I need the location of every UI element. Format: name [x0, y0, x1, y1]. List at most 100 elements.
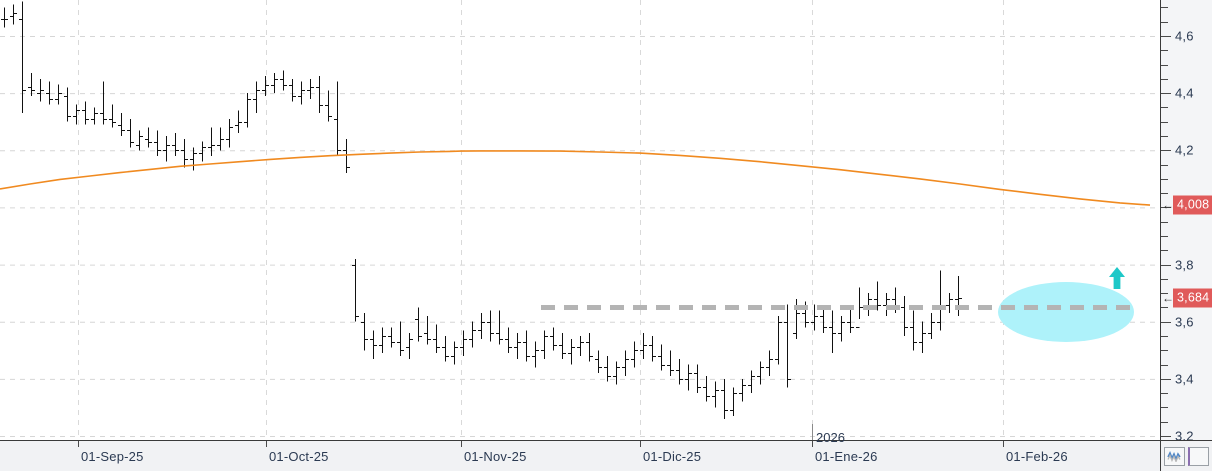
ohlc-bar [207, 127, 216, 156]
ohlc-bar [72, 104, 81, 125]
ohlc-bar [108, 104, 117, 128]
price-tick-label: 3,2 [1175, 428, 1194, 444]
price-tick-minor [1161, 307, 1168, 308]
date-tick-label: 01-Ene-26 [815, 449, 878, 464]
price-tick-label: 3,8 [1175, 257, 1194, 273]
bullish-up-arrow[interactable] [1109, 267, 1125, 289]
ohlc-bar [936, 270, 945, 331]
date-tick [78, 441, 79, 447]
ohlc-bar [612, 361, 621, 385]
price-tick-major [1161, 436, 1171, 437]
last-price-badge[interactable]: 3,684 [1173, 288, 1212, 308]
price-tick-label: 4,6 [1175, 28, 1194, 44]
ohlc-bar [306, 78, 315, 99]
ohlc-bar [873, 281, 882, 311]
price-marker-pointer-icon: ← [1162, 198, 1174, 213]
ohlc-bar [549, 327, 558, 351]
price-tick-minor [1161, 250, 1168, 251]
ohlc-bar [351, 258, 360, 322]
ohlc-bar [9, 4, 18, 25]
ohlc-bar [774, 315, 783, 365]
price-tick-minor [1161, 179, 1168, 180]
chart-canvas [0, 0, 1160, 440]
chart-toolbar[interactable] [1160, 440, 1212, 471]
ohlc-bar [225, 118, 234, 148]
moving-average-line [0, 150, 1151, 206]
date-tick-label: 01-Sep-25 [81, 449, 144, 464]
ohlc-bar [27, 73, 36, 96]
ohlc-bar [909, 310, 918, 351]
ohlc-bar [297, 81, 306, 105]
ohlc-bar [189, 147, 198, 171]
price-axis[interactable]: 4,6 4,4 4,2 3,8 3,6 3,4 3,2 ← 4,008 ← 3,684 [1160, 0, 1212, 444]
price-tick-label: 3,6 [1175, 314, 1194, 330]
ohlc-bar [693, 364, 702, 394]
price-tick-minor [1161, 165, 1168, 166]
ohlc-bar [45, 81, 54, 105]
price-tick-minor [1161, 222, 1168, 223]
ohlc-bar [603, 355, 612, 382]
ohlc-bar [342, 138, 351, 174]
ohlc-bar [522, 330, 531, 362]
ohlc-bar [495, 310, 504, 345]
ohlc-bar [414, 307, 423, 342]
ohlc-bar [99, 81, 108, 125]
date-tick-label: 01-Oct-25 [269, 449, 329, 464]
ohlc-bar [558, 333, 567, 359]
price-tick-major [1161, 207, 1171, 208]
secondary-toolbar-button[interactable] [1188, 446, 1209, 466]
ohlc-bar [459, 330, 468, 356]
price-tick-major [1161, 265, 1171, 266]
ohlc-bar [720, 378, 729, 419]
moving-average-value-badge[interactable]: 4,008 [1173, 195, 1212, 215]
ohlc-bar [81, 101, 90, 125]
ohlc-bar [828, 310, 837, 354]
ohlc-bar [369, 330, 378, 359]
ohlc-bar [333, 81, 342, 156]
ohlc-bar [819, 307, 828, 334]
price-tick-minor [1161, 279, 1168, 280]
ohlc-bar [513, 333, 522, 359]
ohlc-bar [540, 330, 549, 359]
ohlc-bar [324, 90, 333, 122]
ohlc-bar [900, 295, 909, 336]
ohlc-bar [450, 341, 459, 365]
price-tick-major [1161, 150, 1171, 151]
date-tick [812, 441, 813, 447]
date-tick-label: 01-Feb-26 [1006, 449, 1068, 464]
price-tick-minor [1161, 107, 1168, 108]
price-tick-minor [1161, 50, 1168, 51]
ohlc-bar [846, 307, 855, 334]
price-tick-major [1161, 93, 1171, 94]
ohlc-bar [261, 75, 270, 96]
ohlc-bar [171, 133, 180, 156]
price-tick-minor [1161, 136, 1168, 137]
ohlc-bar [396, 321, 405, 356]
ohlc-bar [864, 293, 873, 316]
date-tick [461, 441, 462, 447]
ohlc-bar [144, 127, 153, 148]
highlight-ellipse[interactable] [998, 282, 1134, 342]
ohlc-bar [711, 381, 720, 408]
ohlc-bar [477, 313, 486, 339]
ohlc-bar [504, 327, 513, 354]
price-tick-minor [1161, 407, 1168, 408]
ohlc-bar [153, 130, 162, 156]
ohlc-bar [810, 304, 819, 331]
chart-type-icon[interactable] [1164, 446, 1185, 466]
price-tick-minor [1161, 79, 1168, 80]
ohlc-bar [243, 93, 252, 128]
date-tick [640, 441, 641, 447]
ohlc-bar [594, 350, 603, 374]
ohlc-bar [630, 341, 639, 368]
date-axis[interactable]: 01-Sep-25 01-Oct-25 01-Nov-25 01-Dic-25 01-E… [0, 440, 1160, 471]
date-tick-label: 01-Nov-25 [464, 449, 527, 464]
ohlc-bar [531, 341, 540, 368]
ohlc-bar [288, 78, 297, 102]
price-tick-label: 4,4 [1175, 85, 1194, 101]
ohlc-bar [180, 138, 189, 168]
date-tick [1003, 441, 1004, 447]
ohlc-bar [117, 113, 126, 136]
chart-plot-area[interactable] [0, 0, 1160, 440]
